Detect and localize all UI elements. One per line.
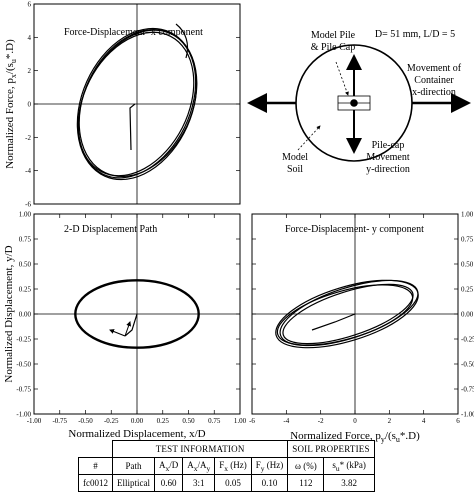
label-soil: Soil — [287, 164, 303, 175]
p4-hysteresis-loops — [275, 279, 419, 349]
y-tick-label: -0.25 — [461, 336, 474, 344]
label-x-direction: x-direction — [412, 87, 456, 98]
p4-xlabel: Normalized Force, py/(su*.D) — [290, 430, 420, 444]
hdr-su: su* (kPa) — [323, 457, 375, 475]
panel-force-y: -1.00 -0.75 -0.50 -0.25 0.00 0.25 0.50 0.75 1.00… — [249, 211, 474, 445]
y-tick-label: 1.00 — [19, 211, 32, 219]
y-tick-label: 0.25 — [461, 286, 474, 294]
x-tick-label: -2 — [318, 417, 324, 425]
cell-fy: 0.10 — [250, 474, 289, 492]
cell-su: 3.82 — [323, 474, 375, 492]
y-tick-label: 0.50 — [19, 261, 32, 269]
cell-id: fc0012 — [78, 474, 113, 492]
label-model: Model — [282, 152, 308, 163]
panel-2d-path: -1.00 -0.75 -0.50 -0.25 0.00 0.25 0.50 0.75 1.00… — [3, 211, 247, 441]
hdr-fx: Fx (Hz) — [214, 457, 252, 475]
label-pile-cap: & Pile Cap — [311, 42, 355, 53]
p3-displacement-path — [74, 279, 200, 349]
hdr-path: Path — [112, 457, 155, 475]
label-container: Container — [414, 75, 454, 86]
y-tick-label: 4 — [28, 34, 32, 42]
x-tick-label: -4 — [283, 417, 289, 425]
cell-path: Elliptical — [112, 474, 155, 492]
x-tick-label: -6 — [249, 417, 255, 425]
svg-text:Normalized Force, px/(su*.D): Normalized Force, px/(su*.D) — [4, 39, 18, 169]
p4-ticks: -1.00 -0.75 -0.50 -0.25 0.00 0.25 0.50 0.75 1.00… — [249, 211, 474, 426]
x-tick-label: 0 — [353, 417, 357, 425]
test-info-table: TEST INFORMATION SOIL PROPERTIES # Path … — [78, 440, 375, 492]
y-tick-label: 0.00 — [19, 311, 32, 319]
hdr-fy: Fy (Hz) — [250, 457, 289, 475]
svg-text:Normalized Force, py/(su*.D): Normalized Force, py/(su*.D) — [290, 430, 420, 444]
y-tick-label: 2 — [28, 67, 32, 75]
label-dimensions: D= 51 mm, L/D = 5 — [375, 29, 455, 40]
test-setup-diagram: Model Pile & Pile Cap D= 51 mm, L/D = 5 … — [247, 29, 471, 175]
y-tick-label: 0.75 — [461, 236, 474, 244]
x-tick-label: 2 — [388, 417, 392, 425]
p1-ylabel: Normalized Force, px/(su*.D) — [4, 39, 18, 169]
p3-ticks: -1.00 -0.75 -0.50 -0.25 0.00 0.25 0.50 0.75 1.00… — [16, 211, 246, 426]
test-information-header: TEST INFORMATION — [111, 440, 289, 458]
y-tick-label: -0.25 — [16, 336, 31, 344]
x-tick-label: -0.25 — [104, 417, 119, 425]
y-tick-label: 0.75 — [19, 236, 32, 244]
cell-ax-ay: 3:1 — [182, 474, 216, 492]
x-tick-label: -0.75 — [52, 417, 67, 425]
x-tick-label: 0.50 — [182, 417, 195, 425]
p3-ylabel: Normalized Displacement, y/D — [3, 245, 15, 382]
y-tick-label: 0.50 — [461, 261, 474, 269]
y-tick-label: -1.00 — [461, 411, 474, 419]
y-tick-label: -1.00 — [16, 411, 31, 419]
y-tick-label: -6 — [25, 201, 31, 209]
y-tick-label: -0.75 — [16, 386, 31, 394]
y-tick-label: 6 — [28, 1, 32, 9]
x-tick-label: 0.75 — [208, 417, 221, 425]
y-tick-label: 0.00 — [461, 311, 474, 319]
cell-fx: 0.05 — [214, 474, 252, 492]
hdr-ax-ay: Ax/Ay — [182, 457, 216, 475]
cell-ax-d: 0.60 — [153, 474, 184, 492]
p3-xlabel: Normalized Displacement, x/D — [68, 428, 205, 440]
hdr-number: # — [78, 457, 113, 475]
y-tick-label: -0.50 — [461, 361, 474, 369]
label-pile-cap-movement-2: Movement — [366, 152, 410, 163]
y-tick-label: 0 — [28, 101, 32, 109]
label-model-pile: Model Pile — [311, 30, 356, 41]
p4-title: Force-Displacement- y component — [285, 224, 424, 235]
y-tick-label: 0.25 — [19, 286, 32, 294]
label-pile-cap-movement-3: y-direction — [366, 164, 410, 175]
x-tick-label: 4 — [422, 417, 426, 425]
y-tick-label: 1.00 — [461, 211, 474, 219]
label-pile-cap-movement-1: Pile-cap — [372, 140, 405, 151]
soil-properties-header: SOIL PROPERTIES — [287, 440, 375, 458]
x-tick-label: -0.50 — [78, 417, 93, 425]
x-tick-label: 6 — [456, 417, 460, 425]
label-movement-of: Movement of — [407, 63, 462, 74]
p1-hysteresis-loops — [76, 23, 198, 181]
pile-dot — [350, 99, 358, 107]
cell-omega: 112 — [287, 474, 325, 492]
x-tick-label: 0.25 — [157, 417, 170, 425]
y-tick-label: -4 — [25, 167, 31, 175]
p1-ticks: -6 -4 -2 0 2 4 6 — [25, 1, 240, 209]
y-tick-label: -2 — [25, 134, 31, 142]
x-tick-label: 1.00 — [234, 417, 247, 425]
p3-title: 2-D Displacement Path — [64, 224, 157, 235]
hdr-omega: ω (%) — [287, 457, 325, 475]
x-tick-label: -1.00 — [27, 417, 42, 425]
y-tick-label: -0.50 — [16, 361, 31, 369]
hdr-ax-d: Ax/D — [153, 457, 184, 475]
y-tick-label: -0.75 — [461, 386, 474, 394]
x-tick-label: 0.00 — [131, 417, 144, 425]
